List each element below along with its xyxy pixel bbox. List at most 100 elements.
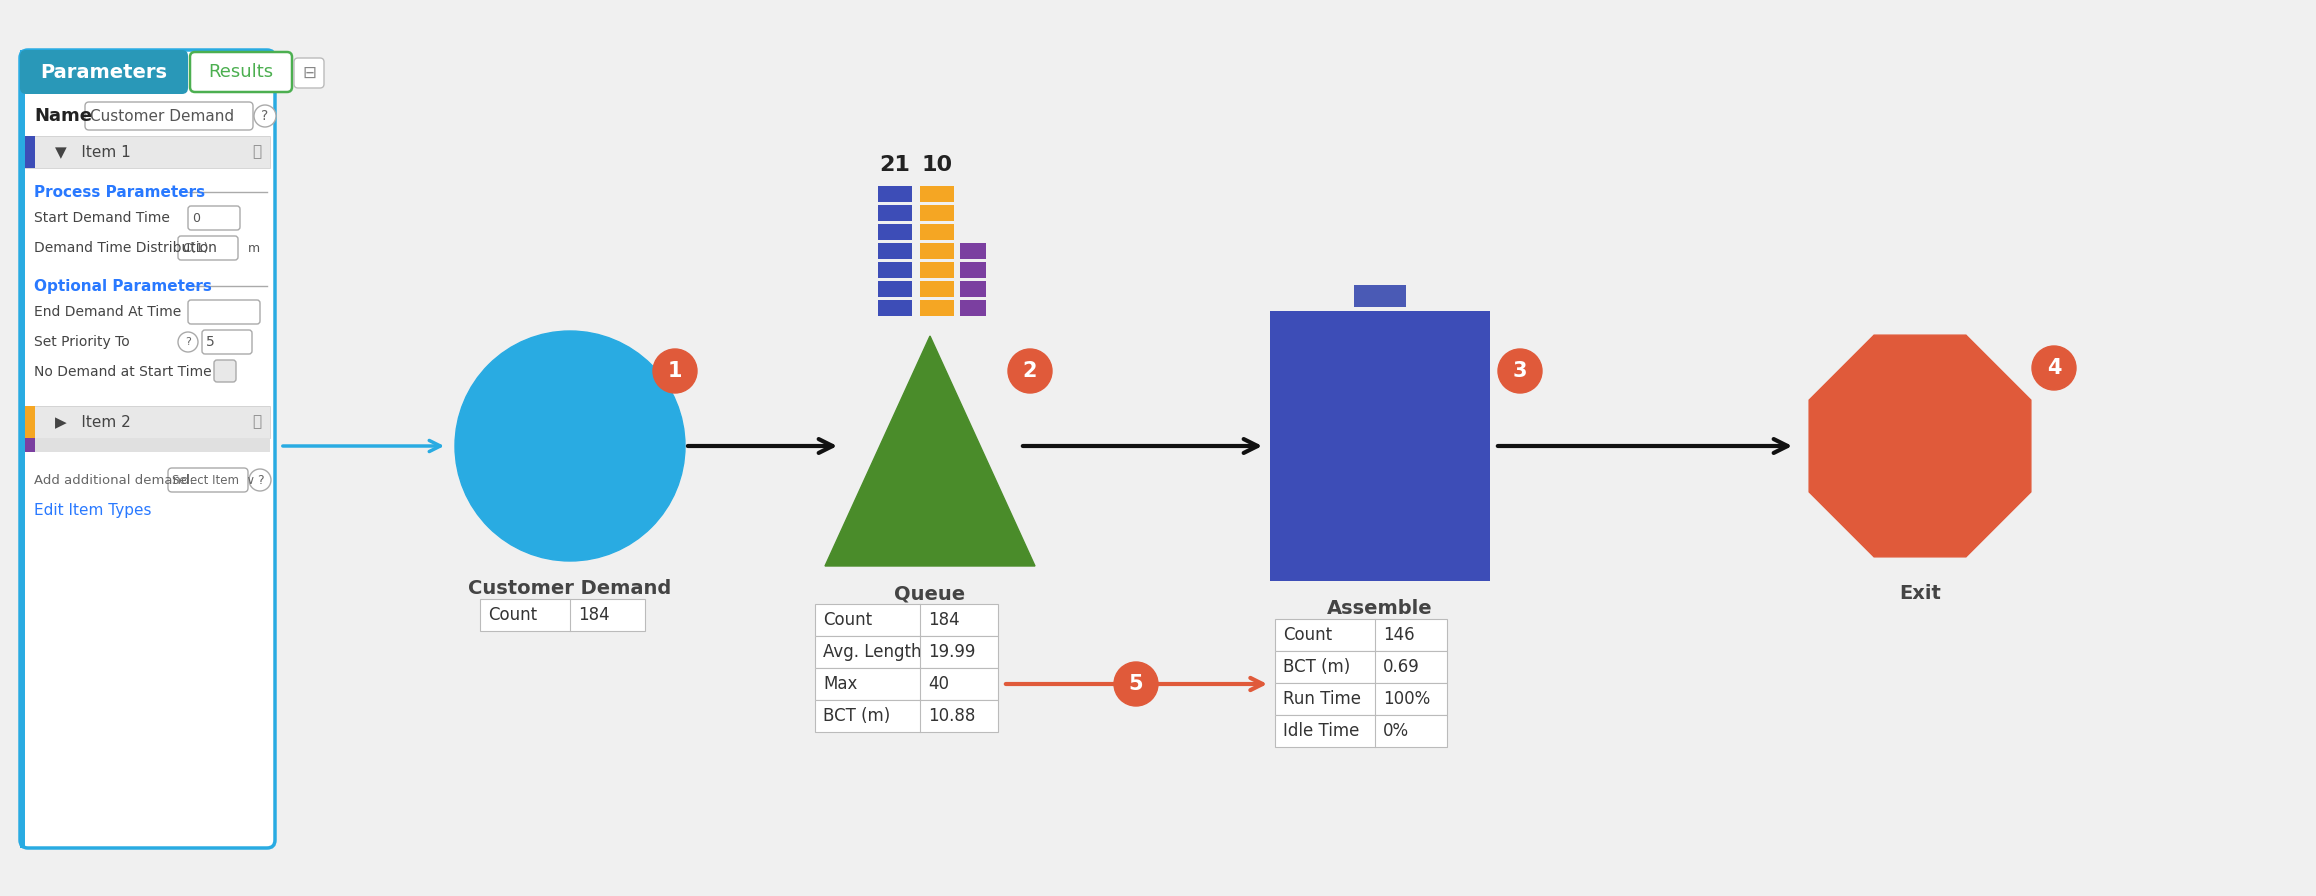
Bar: [1276, 619, 1448, 651]
Circle shape: [250, 469, 271, 491]
FancyBboxPatch shape: [188, 300, 259, 324]
Bar: [919, 262, 954, 278]
Bar: [25, 406, 35, 438]
FancyBboxPatch shape: [188, 206, 241, 230]
Text: Count: Count: [822, 611, 873, 629]
Text: 🗑: 🗑: [252, 144, 262, 159]
Text: BCT (m): BCT (m): [822, 707, 889, 725]
Text: 0: 0: [192, 211, 199, 225]
Bar: [25, 438, 271, 452]
Text: 5: 5: [206, 335, 215, 349]
FancyBboxPatch shape: [294, 58, 324, 88]
Text: 146: 146: [1383, 626, 1415, 644]
Text: m: m: [248, 242, 259, 254]
FancyBboxPatch shape: [86, 102, 252, 130]
Text: BCT (m): BCT (m): [1283, 658, 1350, 676]
Bar: [1269, 311, 1489, 581]
Text: Select Item  ∨: Select Item ∨: [171, 473, 255, 487]
Text: 21: 21: [880, 155, 910, 175]
Bar: [878, 281, 913, 297]
Text: Customer Demand: Customer Demand: [90, 108, 234, 124]
Text: Optional Parameters: Optional Parameters: [35, 279, 211, 294]
FancyBboxPatch shape: [190, 52, 292, 92]
Text: 10: 10: [922, 155, 952, 175]
Text: 10.88: 10.88: [929, 707, 975, 725]
Text: Count: Count: [489, 606, 537, 624]
Bar: [878, 300, 913, 316]
Text: Count: Count: [1283, 626, 1332, 644]
Polygon shape: [1809, 335, 2031, 557]
Bar: [1276, 683, 1448, 715]
FancyBboxPatch shape: [178, 236, 239, 260]
Bar: [1276, 619, 1448, 651]
Bar: [815, 668, 998, 700]
Text: ?: ?: [262, 109, 269, 123]
Text: ?: ?: [185, 337, 190, 347]
Circle shape: [454, 331, 686, 561]
Bar: [961, 281, 987, 297]
Text: 0.69: 0.69: [1383, 658, 1420, 676]
Text: ▶   Item 2: ▶ Item 2: [56, 415, 130, 429]
Text: Start Demand Time: Start Demand Time: [35, 211, 169, 225]
Bar: [25, 136, 35, 168]
Bar: [919, 243, 954, 259]
Bar: [815, 604, 998, 636]
Circle shape: [2031, 346, 2075, 390]
Text: Exit: Exit: [1899, 584, 1941, 603]
Text: ⊟: ⊟: [301, 64, 315, 82]
Bar: [1276, 651, 1448, 683]
Circle shape: [1114, 662, 1158, 706]
Bar: [919, 281, 954, 297]
Text: 5: 5: [1128, 674, 1144, 694]
Bar: [1276, 715, 1448, 747]
Text: 1: 1: [667, 361, 683, 381]
FancyBboxPatch shape: [21, 50, 188, 94]
Text: C(1): C(1): [183, 242, 208, 254]
Text: 184: 184: [929, 611, 959, 629]
Text: Add additional demand:: Add additional demand:: [35, 473, 195, 487]
Text: 4: 4: [2047, 358, 2061, 378]
Text: Results: Results: [208, 63, 273, 81]
Text: Idle Time: Idle Time: [1283, 722, 1359, 740]
Bar: [919, 300, 954, 316]
Bar: [878, 243, 913, 259]
Text: Parameters: Parameters: [39, 63, 167, 82]
Text: 184: 184: [579, 606, 609, 624]
Circle shape: [1007, 349, 1051, 393]
Bar: [878, 262, 913, 278]
Circle shape: [178, 332, 197, 352]
Bar: [25, 406, 271, 438]
Text: 0%: 0%: [1383, 722, 1408, 740]
Text: 19.99: 19.99: [929, 643, 975, 661]
Bar: [25, 438, 35, 452]
Bar: [878, 224, 913, 240]
Text: Queue: Queue: [894, 584, 966, 603]
Bar: [815, 604, 998, 636]
Bar: [815, 668, 998, 700]
Bar: [878, 186, 913, 202]
Bar: [479, 599, 644, 631]
Bar: [25, 406, 271, 438]
Bar: [878, 205, 913, 221]
Text: Customer Demand: Customer Demand: [468, 579, 672, 598]
Bar: [1276, 651, 1448, 683]
Text: Avg. Length: Avg. Length: [822, 643, 922, 661]
Bar: [479, 599, 644, 631]
Circle shape: [1498, 349, 1542, 393]
Text: 3: 3: [1512, 361, 1526, 381]
Bar: [919, 205, 954, 221]
Text: Demand Time Distribution: Demand Time Distribution: [35, 241, 218, 255]
Bar: [1355, 285, 1406, 307]
Text: Name: Name: [35, 107, 93, 125]
Bar: [815, 700, 998, 732]
Bar: [815, 700, 998, 732]
Text: 100%: 100%: [1383, 690, 1431, 708]
Bar: [25, 136, 271, 168]
Text: Edit Item Types: Edit Item Types: [35, 503, 151, 518]
Bar: [919, 186, 954, 202]
Text: No Demand at Start Time: No Demand at Start Time: [35, 365, 211, 379]
Bar: [919, 224, 954, 240]
Bar: [961, 243, 987, 259]
Text: Assemble: Assemble: [1327, 599, 1434, 618]
Bar: [815, 636, 998, 668]
